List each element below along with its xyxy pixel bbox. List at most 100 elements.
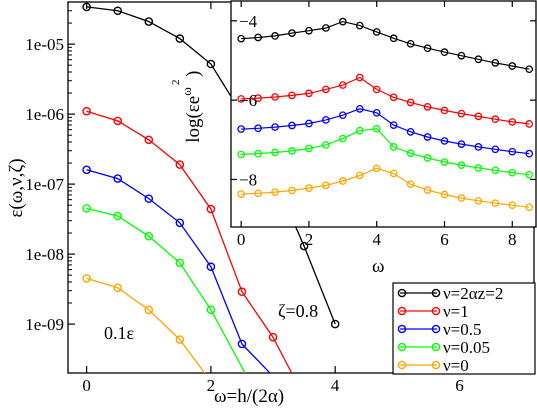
inset-data-point [254, 94, 262, 102]
inset-data-point [406, 39, 415, 48]
inset-data-point [271, 123, 279, 131]
inset-data-point [288, 121, 296, 130]
inset-y-tick-label: −6 [239, 91, 257, 110]
inset-data-point [508, 168, 517, 177]
main-series-4 [82, 274, 206, 373]
inset-data-point [288, 29, 296, 37]
inset-data-point [389, 34, 398, 43]
inset-data-point [372, 85, 381, 94]
legend-entry: ν=2αz=2 [397, 284, 503, 303]
main-data-point [82, 274, 91, 283]
inset-data-point [508, 62, 517, 70]
inset-data-point [474, 143, 483, 151]
inset-series-1 [237, 73, 534, 128]
inset-data-point [355, 126, 364, 135]
main-series-line [86, 169, 271, 373]
inset-series-group [237, 17, 534, 212]
legend-marker [431, 288, 441, 298]
main-data-point [113, 211, 123, 221]
inset-data-point [423, 186, 432, 194]
main-data-point [175, 34, 185, 43]
inset-data-point [457, 109, 466, 118]
inset-data-point [338, 111, 347, 120]
inset-y-tick-label: −8 [239, 170, 257, 189]
inset-background [231, 1, 536, 227]
main-x-axis-label: ω=h/(2α) [214, 386, 284, 407]
inset-data-point [491, 59, 500, 67]
main-series-2 [82, 165, 271, 373]
main-data-point [237, 287, 247, 297]
legend-marker [397, 342, 407, 352]
inset-data-point [491, 145, 500, 154]
inset-data-point [372, 28, 381, 36]
main-data-point [144, 17, 154, 26]
inset-data-point [372, 108, 381, 117]
inset-data-point [254, 33, 262, 42]
inset-data-point [406, 149, 415, 158]
svg-text:2: 2 [170, 80, 182, 86]
legend-entry: ν=1 [397, 302, 469, 321]
legend-marker [397, 288, 407, 298]
inset-x-tick-label: 6 [440, 230, 449, 249]
inset-chart: 0 2 4 6 8 −8 −6 −4 ω log(εeω 2 ) [170, 0, 537, 277]
main-y-tick-label: 1e-05 [25, 35, 64, 54]
inset-data-point [305, 89, 313, 98]
inset-x-axis-label: ω [372, 256, 385, 277]
legend-marker [431, 306, 441, 316]
main-data-point [237, 339, 247, 349]
legend-entry: ν=0.5 [397, 320, 482, 339]
legend-marker [431, 324, 441, 334]
inset-data-point [271, 32, 279, 40]
inset-data-point [338, 17, 347, 26]
inset-data-point [491, 199, 500, 208]
legend-label: ν=0.05 [443, 338, 490, 357]
main-data-point [206, 305, 216, 315]
legend-label: ν=1 [443, 302, 469, 321]
inset-data-point [474, 55, 483, 64]
main-series-line [86, 207, 246, 373]
main-series-line [86, 110, 293, 373]
inset-data-point [423, 133, 432, 141]
inset-y-tick-label: −4 [239, 12, 258, 31]
inset-data-point [271, 188, 279, 196]
svg-text:log(εeω: log(εeω [179, 87, 204, 143]
main-data-point [330, 319, 340, 329]
inset-data-point [372, 124, 381, 133]
main-data-point [299, 241, 309, 251]
main-x-tick-label: 6 [455, 376, 464, 395]
inset-x-tick-label: 4 [372, 230, 381, 249]
inset-series-2 [237, 104, 534, 158]
inset-data-point [525, 149, 534, 158]
legend-marker [431, 360, 441, 370]
main-data-point [206, 59, 216, 69]
inset-data-point [508, 118, 517, 126]
main-series-line [86, 277, 206, 373]
inset-data-point [288, 186, 296, 195]
main-x-tick-label: 4 [331, 376, 340, 395]
main-data-point [144, 305, 154, 315]
inset-data-point [322, 116, 330, 124]
inset-data-point [254, 124, 262, 133]
inset-data-point [525, 170, 534, 179]
inset-data-point [457, 161, 466, 169]
main-data-point [144, 194, 154, 203]
inset-data-point [457, 140, 466, 148]
inset-data-point [491, 166, 500, 175]
main-data-point [268, 332, 278, 342]
inset-data-point [305, 26, 313, 35]
inset-x-tick-label: 8 [508, 230, 517, 249]
main-data-point [113, 283, 123, 293]
main-y-tick-label: 1e-08 [25, 245, 64, 264]
inset-data-point [389, 169, 398, 178]
legend-label: ν=0 [443, 356, 469, 375]
inset-data-point [355, 171, 364, 180]
inset-data-point [254, 149, 262, 158]
main-data-point [82, 204, 91, 213]
inset-series-0 [237, 17, 534, 74]
inset-data-point [322, 141, 330, 149]
inset-data-point [389, 143, 398, 151]
inset-data-point [474, 196, 483, 205]
legend-marker [397, 306, 407, 316]
legend-entry: ν=0.05 [397, 338, 490, 357]
